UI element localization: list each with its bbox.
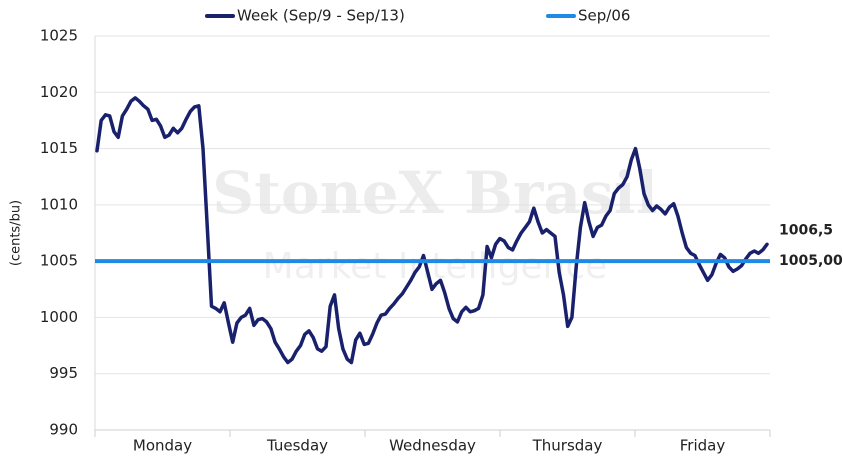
y-tick-label: 995 [49,364,78,382]
legend-label: Week (Sep/9 - Sep/13) [237,7,405,25]
y-tick-label: 1015 [40,139,78,157]
y-tick-label: 990 [49,421,78,439]
y-tick-label: 1000 [40,308,78,326]
x-tick-label: Tuesday [266,437,328,455]
y-tick-label: 1010 [40,195,78,213]
y-tick-label: 1025 [40,27,78,45]
y-axis-label: (cents/bu) [9,200,24,266]
watermark: StoneX Brasil [212,159,658,227]
y-tick-label: 1020 [40,83,78,101]
watermark: Market Intelligence [263,246,608,287]
x-tick-label: Friday [680,437,726,455]
x-tick-label: Wednesday [389,437,476,455]
legend-label: Sep/06 [578,7,630,25]
end-label: 1006,5 [779,222,833,238]
end-label: 1005,00 [779,253,843,269]
series-line [95,96,769,365]
x-tick-label: Monday [133,437,192,455]
x-tick-label: Thursday [532,437,603,455]
y-tick-label: 1005 [40,252,78,270]
